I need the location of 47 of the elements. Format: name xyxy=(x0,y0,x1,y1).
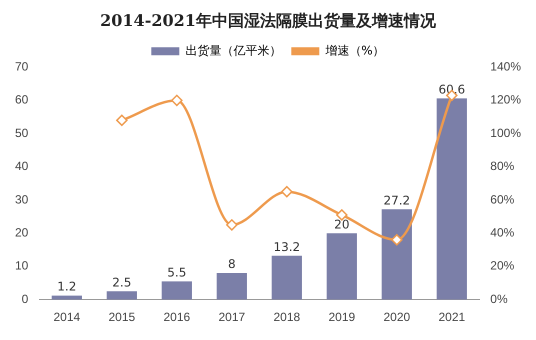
y2-tick-label: 0% xyxy=(490,292,508,306)
bar xyxy=(436,98,467,300)
data-label: 5.5 xyxy=(167,265,186,280)
y-tick-label: 30 xyxy=(14,192,29,206)
point xyxy=(391,234,403,246)
legend-label: 出货量（亿平米） xyxy=(185,43,282,58)
y-tick-label: 50 xyxy=(14,126,29,140)
data-label: 8 xyxy=(228,257,236,272)
x-tick-label: 2014 xyxy=(53,310,81,324)
y2-tick-label: 60% xyxy=(490,192,515,206)
bar xyxy=(216,273,247,300)
y2-tick-label: 80% xyxy=(490,159,515,174)
bar xyxy=(272,256,302,300)
x-tick-label: 2017 xyxy=(218,310,246,324)
y-tick-label: 10 xyxy=(14,258,29,273)
chart-title: 2014-2021年中国湿法隔膜出货量及增速情况 xyxy=(100,10,437,30)
y-tick-label: 60 xyxy=(14,92,29,107)
point xyxy=(116,114,128,126)
x-tick-label: 2019 xyxy=(328,310,356,324)
bar xyxy=(106,291,137,300)
point xyxy=(281,186,293,198)
bar xyxy=(162,281,192,300)
bar xyxy=(52,296,82,300)
point xyxy=(226,219,238,231)
y2-tick-label: 120% xyxy=(490,92,522,107)
x-tick-label: 2015 xyxy=(108,310,136,324)
point xyxy=(171,94,183,106)
y-tick-label: 40 xyxy=(14,159,29,174)
data-label: 13.2 xyxy=(273,240,300,254)
x-tick-label: 2021 xyxy=(438,310,466,324)
y-tick-label: 0 xyxy=(22,292,29,306)
x-tick-label: 2018 xyxy=(273,310,300,324)
legend-label: 增速（%） xyxy=(324,43,385,58)
x-tick-label: 2020 xyxy=(383,310,410,324)
data-label: 20 xyxy=(334,217,350,232)
data-label: 27.2 xyxy=(383,193,410,208)
data-label: 1.2 xyxy=(57,280,76,294)
y-tick-label: 20 xyxy=(14,226,29,240)
y2-tick-label: 40% xyxy=(490,226,515,240)
bar xyxy=(382,209,412,300)
data-label: 2.5 xyxy=(112,275,132,290)
y2-tick-label: 140% xyxy=(490,60,522,74)
x-tick-label: 2016 xyxy=(163,310,191,324)
y2-tick-label: 20% xyxy=(490,258,515,273)
y-tick-label: 70 xyxy=(14,60,29,74)
y2-tick-label: 100% xyxy=(490,126,522,140)
bar xyxy=(326,233,357,300)
